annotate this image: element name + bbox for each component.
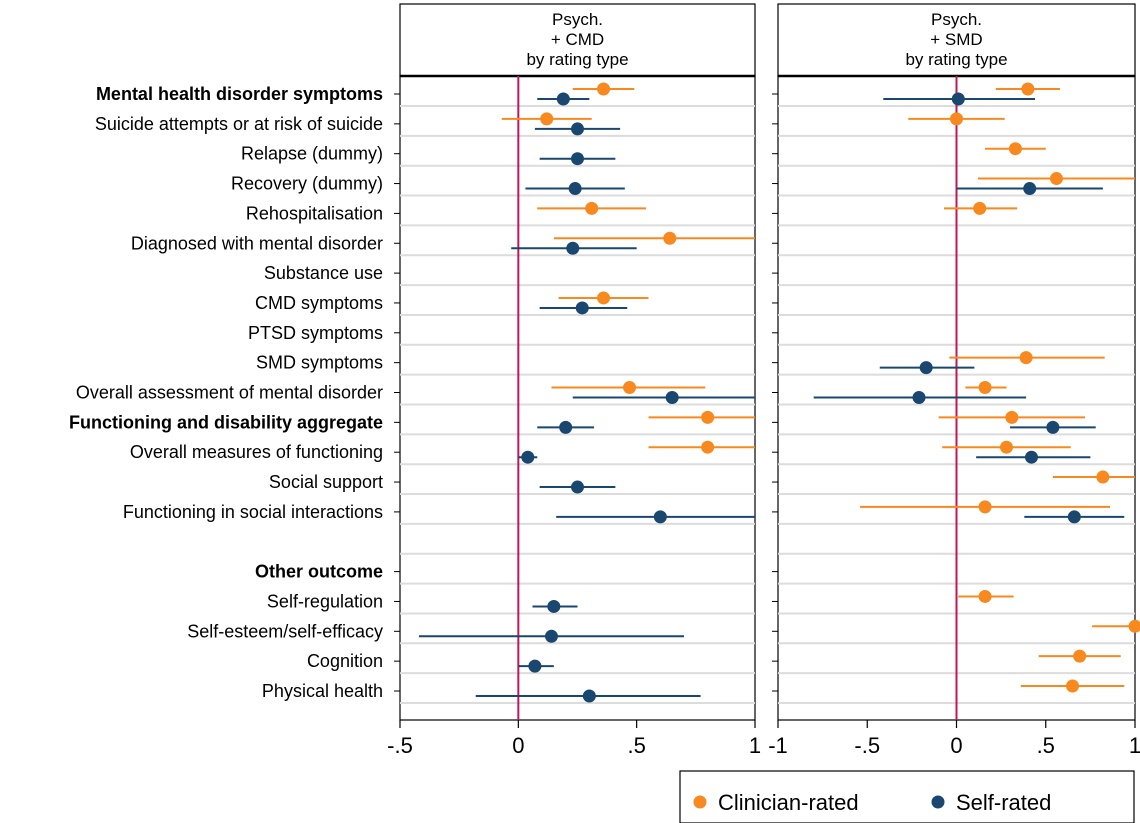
point-estimate — [559, 420, 573, 434]
point-estimate — [585, 201, 599, 215]
x-tick-label: 1 — [749, 733, 761, 758]
point-estimate — [582, 689, 596, 703]
point-estimate — [597, 82, 611, 96]
panel-title-line: Psych. — [552, 10, 603, 29]
legend-box — [679, 770, 1135, 823]
row-label: Functioning and disability aggregate — [69, 412, 383, 432]
row-label: Mental health disorder symptoms — [96, 84, 383, 104]
point-estimate — [544, 629, 558, 643]
legend-marker — [693, 795, 707, 809]
point-estimate — [665, 391, 679, 404]
point-estimate — [978, 589, 992, 603]
panel-title-line: by rating type — [526, 50, 628, 69]
legend: Clinician-rated Self-rated — [679, 770, 1135, 823]
row-label: Functioning in social interactions — [123, 502, 383, 522]
point-estimate — [912, 391, 926, 404]
point-estimate — [575, 301, 589, 315]
row-label: Rehospitalisation — [246, 203, 383, 223]
point-estimate — [1023, 182, 1037, 196]
point-estimate — [1019, 351, 1033, 365]
point-estimate — [1096, 470, 1110, 484]
point-estimate — [597, 291, 611, 305]
point-estimate — [978, 500, 992, 514]
point-estimate — [1073, 649, 1087, 663]
point-estimate — [1066, 679, 1080, 693]
row-label: Cognition — [307, 651, 383, 671]
point-estimate — [1005, 410, 1019, 424]
point-estimate — [568, 182, 582, 196]
row-label: Other outcome — [255, 562, 383, 582]
x-tick-label: 1 — [1129, 733, 1140, 758]
point-estimate — [521, 450, 535, 464]
panel-header-box — [399, 3, 756, 77]
point-estimate — [1067, 510, 1081, 524]
row-label: Self-regulation — [267, 591, 383, 611]
x-tick-label: .5 — [627, 733, 645, 758]
row-label: Overall assessment of mental disorder — [76, 383, 383, 403]
point-estimate — [701, 410, 715, 424]
point-estimate — [1008, 142, 1022, 156]
panel-header-box — [777, 3, 1136, 77]
point-estimate — [663, 231, 677, 245]
row-label: PTSD symptoms — [248, 323, 383, 343]
point-estimate — [1021, 82, 1035, 96]
row-label: Social support — [269, 472, 383, 492]
point-estimate — [950, 112, 963, 126]
point-estimate — [999, 440, 1013, 454]
point-estimate — [973, 201, 987, 215]
panel-title-line: + SMD — [930, 30, 982, 49]
point-estimate — [919, 361, 933, 375]
row-label: Diagnosed with mental disorder — [131, 233, 383, 253]
point-estimate — [1046, 420, 1060, 434]
point-estimate — [547, 599, 561, 613]
point-estimate — [701, 440, 715, 454]
point-estimate — [571, 480, 584, 494]
legend-marker — [931, 795, 945, 809]
row-label: CMD symptoms — [255, 293, 383, 313]
point-estimate — [528, 659, 542, 673]
x-tick-label: 0 — [950, 733, 962, 758]
panel-title-line: Psych. — [931, 10, 982, 29]
legend-label: Self-rated — [956, 790, 1051, 815]
panel-title-line: by rating type — [905, 50, 1007, 69]
point-estimate — [623, 381, 637, 394]
point-estimate — [978, 381, 992, 394]
point-estimate — [540, 112, 554, 126]
x-tick-label: -1 — [768, 733, 788, 758]
row-label: Substance use — [264, 263, 383, 283]
point-estimate — [566, 241, 580, 255]
row-label: Overall measures of functioning — [130, 442, 383, 462]
row-label: Physical health — [262, 681, 383, 701]
x-tick-label: -.5 — [387, 733, 413, 758]
point-estimate — [951, 92, 965, 106]
point-estimate — [653, 510, 667, 524]
point-estimate — [1024, 450, 1038, 464]
x-tick-label: 0 — [512, 733, 524, 758]
point-estimate — [1049, 172, 1063, 186]
point-estimate — [1128, 619, 1140, 633]
row-label: Recovery (dummy) — [231, 174, 383, 194]
row-label: SMD symptoms — [256, 353, 383, 373]
legend-label: Clinician-rated — [718, 790, 859, 815]
point-estimate — [571, 152, 584, 166]
panel-title-line: + CMD — [551, 30, 604, 49]
point-estimate — [571, 122, 584, 136]
point-estimate — [556, 92, 570, 106]
row-label: Relapse (dummy) — [241, 144, 383, 164]
x-tick-label: .5 — [1037, 733, 1055, 758]
x-tick-label: -.5 — [854, 733, 880, 758]
row-label: Suicide attempts or at risk of suicide — [95, 114, 383, 134]
row-label: Self-esteem/self-efficacy — [187, 621, 383, 641]
